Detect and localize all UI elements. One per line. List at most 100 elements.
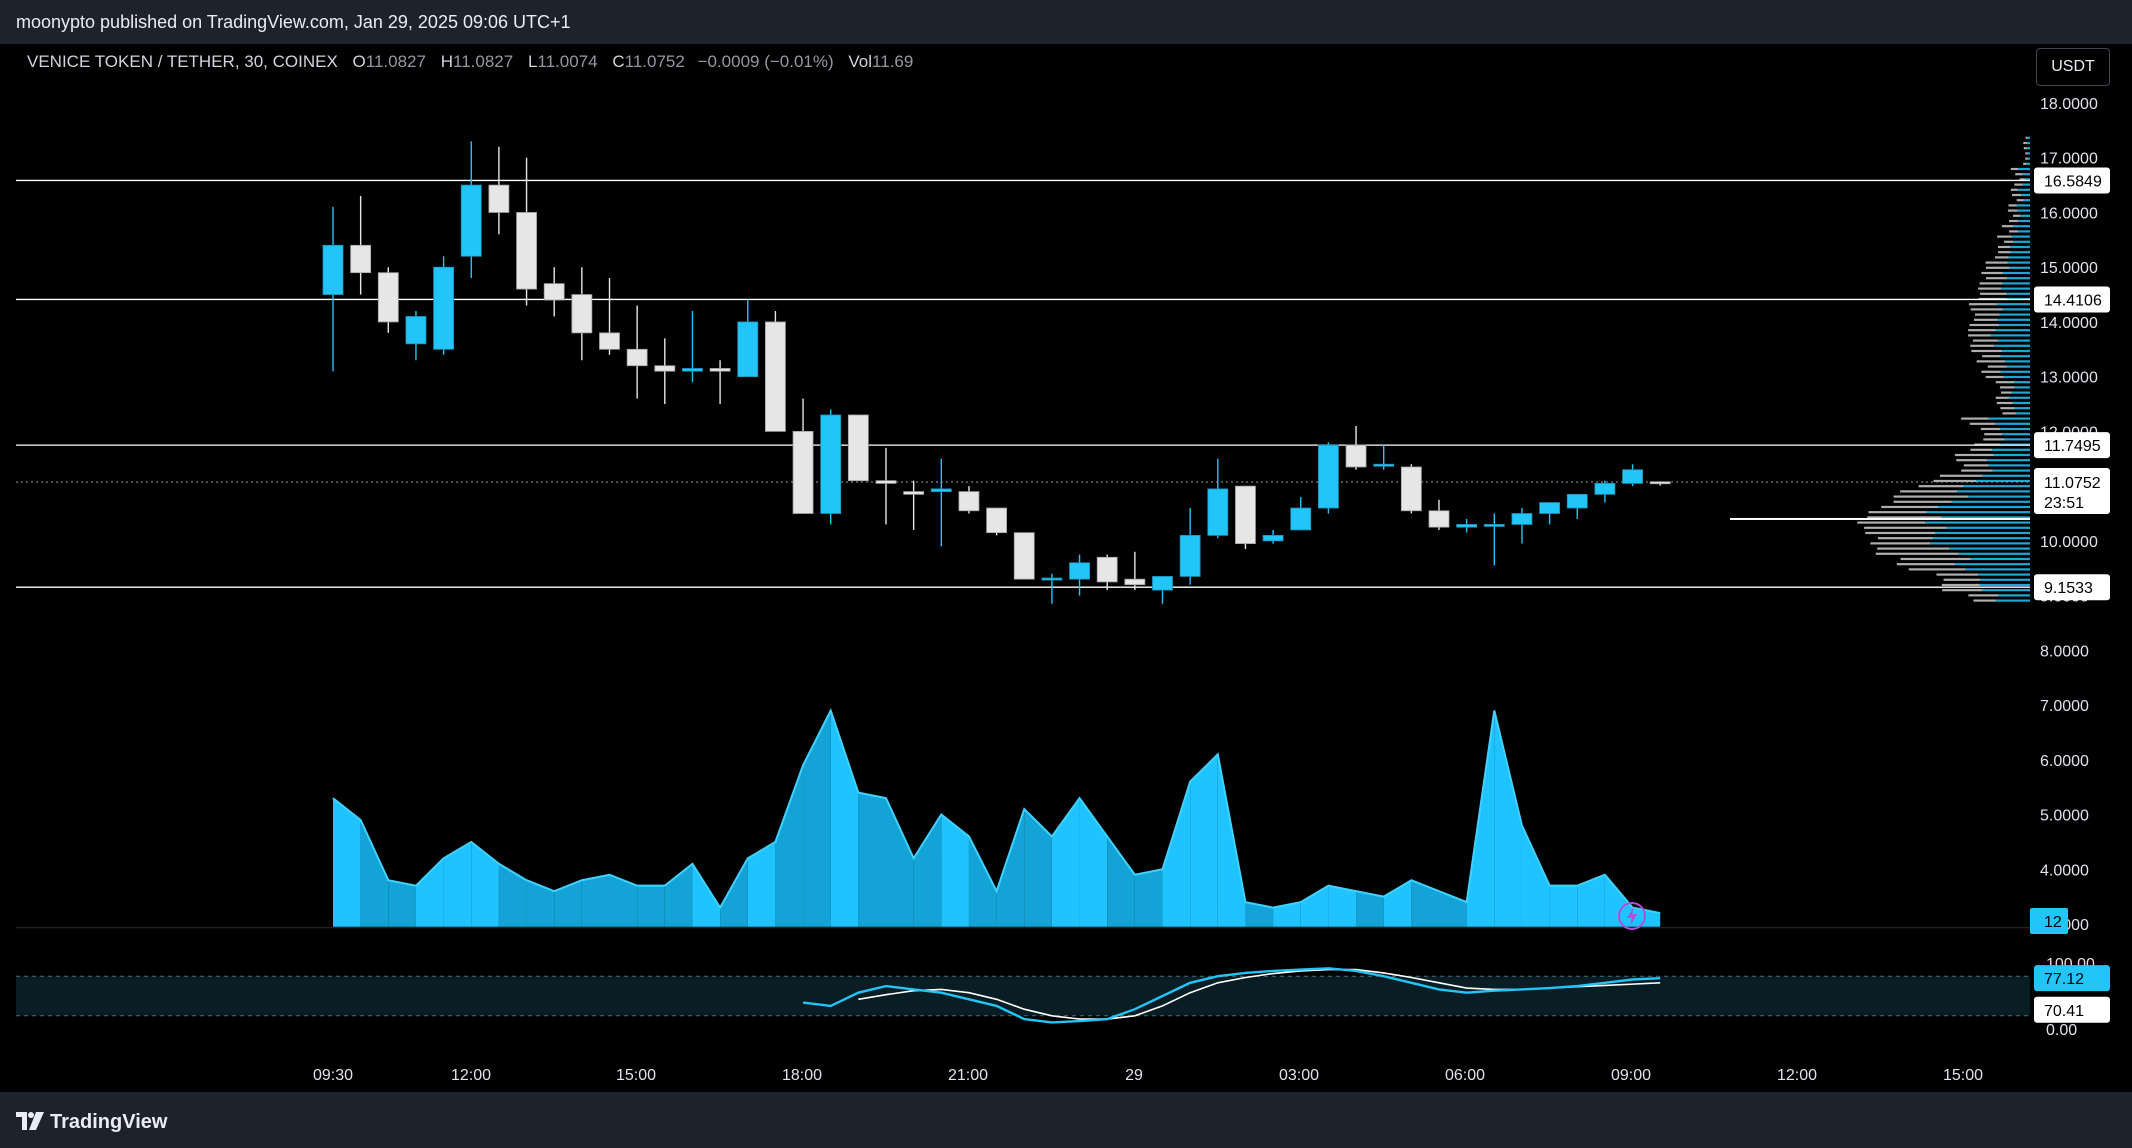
candle-body xyxy=(489,185,509,212)
profile-bar-down xyxy=(2001,391,2012,393)
time-axis[interactable]: 09:30 12:00 15:00 18:00 21:00 29 03:00 06:00 09:… xyxy=(313,1067,1983,1084)
profile-bar-up xyxy=(2005,360,2030,362)
candle-body xyxy=(710,368,730,371)
candle-body xyxy=(876,481,896,484)
profile-bar-up xyxy=(2023,173,2030,175)
y-tick-label: 10.0000 xyxy=(2040,534,2098,551)
volume-segment xyxy=(665,864,693,927)
profile-bar-up xyxy=(1978,573,2030,575)
x-tick-label: 12:00 xyxy=(451,1067,491,1084)
profile-bar-down xyxy=(2013,215,2020,217)
level-tag: 11.7495 xyxy=(2044,438,2101,455)
price-axis[interactable]: 18.0000 17.0000 16.0000 15.0000 14.0000 13.00… xyxy=(2040,96,2098,934)
candle-body xyxy=(1595,483,1615,494)
candle-body xyxy=(1512,514,1532,525)
profile-bar-up xyxy=(1927,511,2030,513)
profile-bar-up xyxy=(1949,547,2030,549)
volume-segment xyxy=(775,765,803,926)
profile-bar-down xyxy=(1986,261,2008,263)
y-tick-label: 5.0000 xyxy=(2040,808,2089,825)
profile-bar-down xyxy=(1997,235,2012,237)
profile-bar-up xyxy=(2002,282,2030,284)
candle-body xyxy=(627,349,647,365)
profile-bar-down xyxy=(1968,329,1995,331)
profile-bar-up xyxy=(2002,350,2030,352)
profile-bar-up xyxy=(2001,287,2030,289)
profile-bar-up xyxy=(2010,246,2030,248)
volume-segment xyxy=(997,809,1025,927)
volume-tag: 12 xyxy=(2044,914,2062,931)
profile-bar-down xyxy=(1900,490,1957,492)
profile-bar-down xyxy=(1857,521,1925,523)
profile-bar-up xyxy=(2000,313,2030,315)
profile-bar-down xyxy=(1998,246,2010,248)
level-tag: 16.5849 xyxy=(2044,173,2102,190)
x-tick-label: 18:00 xyxy=(782,1067,822,1084)
price-chart[interactable]: 100.000.00 18.000017.000016.000015.00001… xyxy=(0,0,2132,1092)
volume-segment xyxy=(471,842,499,927)
brand[interactable]: TradingView xyxy=(16,1110,167,1134)
profile-bar-up xyxy=(1991,334,2030,336)
open-label: O xyxy=(353,52,366,71)
profile-bar-down xyxy=(1971,350,2002,352)
profile-bar-up xyxy=(1957,490,2030,492)
profile-bar-up xyxy=(2027,142,2030,144)
profile-bar-down xyxy=(1973,339,1998,341)
profile-bar-down xyxy=(1968,594,1998,596)
volume-area xyxy=(16,711,2030,928)
profile-bar-down xyxy=(1983,438,2004,440)
candle-body xyxy=(1070,563,1090,579)
profile-bar-up xyxy=(2018,230,2030,232)
profile-bar-up xyxy=(2012,391,2030,393)
x-tick-label: 09:30 xyxy=(313,1067,353,1084)
volume-segment xyxy=(692,864,720,927)
profile-bar-up xyxy=(1968,495,2030,497)
y-tick-label: 18.0000 xyxy=(2040,96,2098,113)
candle-body xyxy=(1097,557,1117,582)
low-value: 11.0074 xyxy=(537,52,597,71)
profile-bar-up xyxy=(1971,558,2030,560)
profile-bar-down xyxy=(1878,537,1933,539)
profile-bar-up xyxy=(1995,423,2030,425)
profile-bar-up xyxy=(2010,267,2030,269)
profile-bar-up xyxy=(1935,532,2030,534)
profile-bar-down xyxy=(1984,433,2002,435)
profile-bar-down xyxy=(1988,365,2007,367)
symbol-title[interactable]: VENICE TOKEN / TETHER, 30, COINEX xyxy=(27,52,338,71)
volume-segment xyxy=(416,858,444,926)
profile-bar-down xyxy=(1933,480,1976,482)
profile-bar-up xyxy=(2012,235,2030,237)
profile-bar-down xyxy=(1936,573,1978,575)
profile-bar-up xyxy=(1982,475,2030,477)
volume-segment xyxy=(1135,869,1163,926)
currency-button[interactable]: USDT xyxy=(2036,48,2110,86)
candle-body xyxy=(544,284,564,300)
candles xyxy=(323,141,1670,603)
volume-segment xyxy=(1411,880,1439,927)
profile-bar-down xyxy=(1977,360,2005,362)
candle-body xyxy=(1125,579,1145,584)
y-tick-label: 8.0000 xyxy=(2040,643,2089,660)
profile-bar-up xyxy=(1933,537,2030,539)
low-label: L xyxy=(528,52,537,71)
profile-bar-down xyxy=(1969,303,1997,305)
profile-bar-up xyxy=(1982,589,2030,591)
profile-bar-down xyxy=(1894,501,1952,503)
profile-bar-up xyxy=(2027,147,2030,149)
profile-bar-up xyxy=(1925,521,2030,523)
volume-segment xyxy=(1107,836,1135,926)
profile-bar-up xyxy=(1938,506,2030,508)
stoch-band xyxy=(16,976,2030,1016)
profile-bar-down xyxy=(2009,220,2018,222)
volume-segment xyxy=(1301,886,1329,927)
profile-bar-down xyxy=(1919,485,1964,487)
profile-bar-up xyxy=(1999,594,2030,596)
profile-bar-down xyxy=(2011,168,2018,170)
last-price-tag: 11.0752 xyxy=(2044,475,2101,492)
profile-bar-down xyxy=(2025,158,2028,160)
x-tick-label: 03:00 xyxy=(1279,1067,1319,1084)
volume-segment xyxy=(914,815,942,927)
candle-body xyxy=(1153,576,1173,590)
x-tick-label: 06:00 xyxy=(1445,1067,1485,1084)
profile-bar-up xyxy=(2013,241,2030,243)
